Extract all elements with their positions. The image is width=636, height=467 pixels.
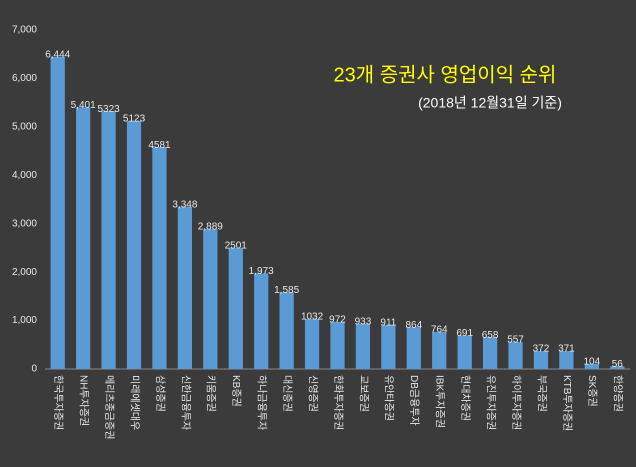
y-tick-label: 1,000 bbox=[12, 315, 37, 326]
bar bbox=[50, 56, 65, 370]
x-tick-label: 한양증권 bbox=[612, 375, 624, 412]
bar bbox=[406, 327, 421, 369]
x-tick-label: KB증권 bbox=[230, 375, 242, 407]
value-label: 4581 bbox=[148, 140, 171, 151]
x-tick-label: 교보증권 bbox=[357, 375, 369, 412]
x-tick-label: 신영증권 bbox=[306, 375, 318, 412]
x-tick-label: 미래에셋대우 bbox=[128, 375, 140, 430]
value-label: 2,889 bbox=[198, 222, 223, 233]
value-label: 557 bbox=[507, 335, 524, 346]
x-tick-label: 부국증권 bbox=[535, 375, 547, 412]
x-tick-label: 현대차증권 bbox=[459, 375, 471, 421]
x-tick-label: NH투자증권 bbox=[78, 375, 90, 426]
bar bbox=[559, 351, 574, 369]
bar bbox=[304, 319, 320, 369]
bar bbox=[610, 366, 625, 369]
value-label: 691 bbox=[456, 328, 473, 339]
x-tick-label: IBK투자증권 bbox=[434, 375, 446, 428]
value-label: 2501 bbox=[225, 241, 248, 252]
value-label: 933 bbox=[355, 316, 372, 327]
x-tick-label: DB금융투자 bbox=[408, 375, 420, 426]
bar bbox=[228, 247, 243, 369]
x-tick-label: 삼성증권 bbox=[154, 375, 166, 412]
x-tick-label: 한국투자증권 bbox=[52, 375, 64, 430]
value-label: 1,973 bbox=[249, 266, 274, 277]
y-tick-label: 5,000 bbox=[12, 121, 37, 132]
y-tick-label: 7,000 bbox=[12, 25, 37, 36]
bar bbox=[177, 206, 193, 369]
bar bbox=[330, 321, 345, 369]
bar bbox=[533, 350, 549, 369]
x-tick-label: 키움증권 bbox=[205, 375, 217, 412]
y-tick-label: 3,000 bbox=[12, 218, 37, 229]
value-label: 764 bbox=[431, 325, 448, 336]
bar bbox=[508, 342, 523, 369]
bar bbox=[482, 337, 498, 369]
value-label: 864 bbox=[405, 320, 422, 331]
value-label: 658 bbox=[482, 330, 499, 341]
x-tick-label: 신한금융투자 bbox=[179, 375, 191, 430]
x-tick-label: 한화투자증권 bbox=[332, 375, 344, 430]
value-label: 372 bbox=[533, 344, 550, 355]
value-label: 1,585 bbox=[274, 285, 299, 296]
bar bbox=[152, 147, 167, 369]
x-tick-label: 하나금융투자 bbox=[256, 375, 269, 430]
value-label: 371 bbox=[558, 344, 575, 355]
value-label: 5,401 bbox=[71, 100, 96, 111]
bar bbox=[203, 229, 218, 369]
value-label: 1032 bbox=[301, 312, 324, 323]
y-tick-label: 2,000 bbox=[12, 267, 37, 278]
y-tick-label: 0 bbox=[31, 364, 37, 375]
x-tick-label: 유안타증권 bbox=[383, 375, 395, 421]
bar bbox=[584, 363, 599, 369]
chart-subtitle: (2018년 12월31일 기준) bbox=[418, 95, 562, 111]
x-tick-label: 메리츠종금증권 bbox=[103, 375, 115, 439]
chart-title: 23개 증권사 영업이익 순위 bbox=[334, 63, 557, 86]
x-tick-label: 하이투자증권 bbox=[510, 375, 523, 430]
bar bbox=[76, 107, 91, 369]
bar bbox=[457, 335, 472, 369]
x-tick-label: 대신증권 bbox=[281, 375, 293, 412]
y-tick-label: 6,000 bbox=[12, 73, 37, 84]
bar bbox=[381, 324, 396, 369]
value-label: 56 bbox=[612, 359, 624, 370]
bar bbox=[126, 120, 142, 370]
y-tick-label: 4,000 bbox=[12, 170, 37, 181]
bar bbox=[432, 332, 447, 369]
value-label: 3,348 bbox=[172, 200, 197, 211]
value-label: 5323 bbox=[97, 104, 120, 115]
bar bbox=[355, 323, 371, 369]
x-tick-label: SK증권 bbox=[586, 375, 598, 407]
x-tick-label: 유진투자증권 bbox=[484, 375, 496, 430]
bar bbox=[101, 111, 116, 369]
x-tick-label: KTB투자증권 bbox=[561, 375, 573, 431]
value-label: 972 bbox=[329, 315, 346, 326]
bar bbox=[254, 273, 269, 369]
value-label: 6,444 bbox=[45, 50, 70, 61]
bar bbox=[279, 292, 294, 369]
value-label: 5123 bbox=[123, 114, 146, 125]
value-label: 104 bbox=[584, 357, 601, 368]
value-label: 911 bbox=[380, 318, 396, 329]
